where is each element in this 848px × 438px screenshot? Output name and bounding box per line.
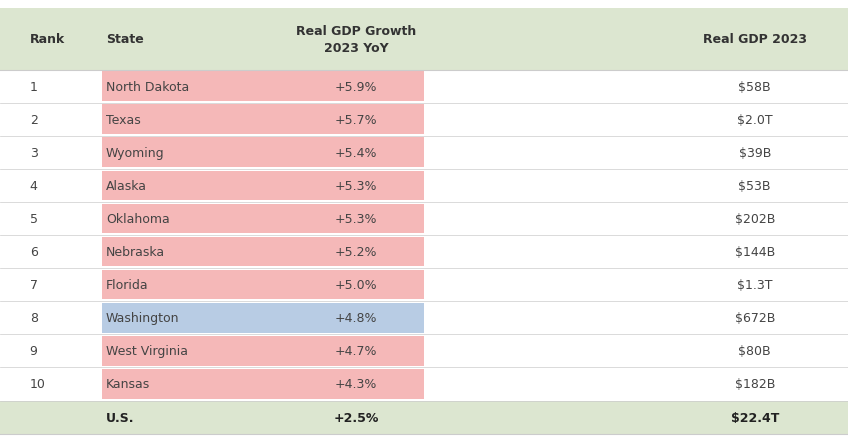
- Bar: [0, 202, 848, 236]
- Text: +5.0%: +5.0%: [335, 279, 377, 292]
- Text: +5.3%: +5.3%: [335, 180, 377, 192]
- Text: 1: 1: [30, 81, 37, 93]
- Bar: [0, 301, 848, 335]
- Text: $39B: $39B: [739, 146, 771, 159]
- Bar: [0, 136, 848, 170]
- Bar: [0, 71, 848, 103]
- Text: Kansas: Kansas: [106, 378, 150, 391]
- Text: +5.2%: +5.2%: [335, 246, 377, 258]
- Text: Real GDP Growth
2023 YoY: Real GDP Growth 2023 YoY: [296, 25, 416, 54]
- Text: 6: 6: [30, 246, 37, 258]
- Text: +5.9%: +5.9%: [335, 81, 377, 93]
- Text: $58B: $58B: [739, 81, 771, 93]
- Bar: [0, 268, 848, 301]
- Bar: [102, 369, 424, 399]
- Text: +5.3%: +5.3%: [335, 212, 377, 226]
- Text: Rank: Rank: [30, 33, 65, 46]
- Text: 7: 7: [30, 279, 37, 292]
- Text: +2.5%: +2.5%: [333, 410, 379, 424]
- Text: Nebraska: Nebraska: [106, 246, 165, 258]
- Bar: [102, 105, 424, 134]
- Text: $202B: $202B: [734, 212, 775, 226]
- Text: Washington: Washington: [106, 311, 180, 325]
- Text: $2.0T: $2.0T: [737, 113, 773, 127]
- Bar: [0, 401, 848, 434]
- Text: Texas: Texas: [106, 113, 141, 127]
- Text: 4: 4: [30, 180, 37, 192]
- Text: $80B: $80B: [739, 345, 771, 357]
- Text: 3: 3: [30, 146, 37, 159]
- Text: $144B: $144B: [734, 246, 775, 258]
- Text: Alaska: Alaska: [106, 180, 147, 192]
- Text: North Dakota: North Dakota: [106, 81, 189, 93]
- Text: +4.7%: +4.7%: [335, 345, 377, 357]
- Text: $22.4T: $22.4T: [730, 410, 779, 424]
- Bar: [0, 367, 848, 401]
- Bar: [102, 138, 424, 168]
- Bar: [102, 237, 424, 267]
- Text: Oklahoma: Oklahoma: [106, 212, 170, 226]
- Text: West Virginia: West Virginia: [106, 345, 188, 357]
- Bar: [0, 335, 848, 367]
- Text: $182B: $182B: [734, 378, 775, 391]
- Text: +4.3%: +4.3%: [335, 378, 377, 391]
- Text: 2: 2: [30, 113, 37, 127]
- Text: U.S.: U.S.: [106, 410, 135, 424]
- Bar: [102, 270, 424, 300]
- Text: State: State: [106, 33, 144, 46]
- Bar: [102, 171, 424, 201]
- Bar: [0, 170, 848, 202]
- Bar: [102, 204, 424, 234]
- Bar: [0, 236, 848, 268]
- Text: +5.4%: +5.4%: [335, 146, 377, 159]
- Text: Real GDP 2023: Real GDP 2023: [703, 33, 806, 46]
- Bar: [102, 72, 424, 102]
- Bar: [0, 9, 848, 71]
- Text: +5.7%: +5.7%: [335, 113, 377, 127]
- Text: Wyoming: Wyoming: [106, 146, 165, 159]
- Text: $672B: $672B: [734, 311, 775, 325]
- Text: 5: 5: [30, 212, 37, 226]
- Text: 8: 8: [30, 311, 37, 325]
- Bar: [0, 103, 848, 136]
- Text: Florida: Florida: [106, 279, 148, 292]
- Bar: [102, 303, 424, 333]
- Text: $53B: $53B: [739, 180, 771, 192]
- Text: +4.8%: +4.8%: [335, 311, 377, 325]
- Text: $1.3T: $1.3T: [737, 279, 773, 292]
- Text: 9: 9: [30, 345, 37, 357]
- Text: 10: 10: [30, 378, 46, 391]
- Bar: [102, 336, 424, 366]
